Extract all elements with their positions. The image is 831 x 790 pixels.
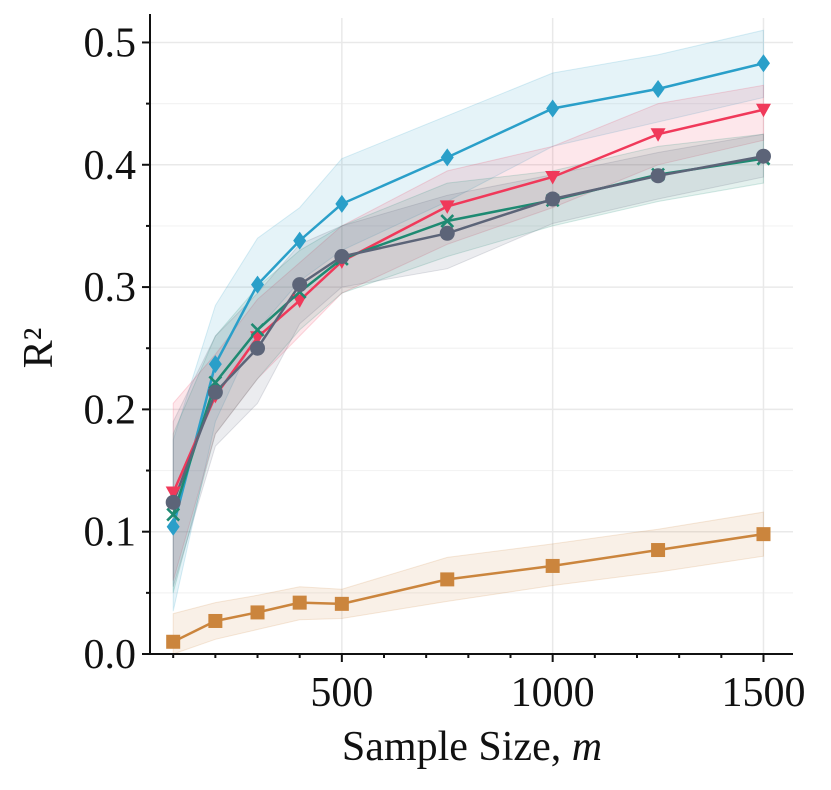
label-layer: Sample Size, m R² 0.0 0.1 0.2 0.3 0.4 0.5 500 1… <box>16 20 805 770</box>
series-4-point <box>166 634 181 649</box>
series-3-point <box>250 340 266 356</box>
series-0-point <box>546 99 560 118</box>
series-3-point <box>292 277 308 293</box>
series-4-band <box>172 511 764 655</box>
series-1-point <box>755 103 771 118</box>
series-0-point <box>208 355 222 374</box>
x-axis-title: Sample Size, m <box>342 724 602 770</box>
series-2-point <box>250 322 265 337</box>
series-3-point <box>334 249 350 264</box>
series-3-point <box>545 191 561 207</box>
series-4-point <box>250 605 265 620</box>
y-tick-label: 0.5 <box>84 20 137 66</box>
marker-layer <box>165 54 771 649</box>
series-0-point <box>440 148 454 167</box>
series-0-point <box>293 231 307 250</box>
series-2-point <box>166 507 181 522</box>
series-0-point <box>166 517 180 536</box>
series-1-band <box>172 84 764 581</box>
series-4-point <box>545 558 560 573</box>
series-2-point <box>440 214 455 228</box>
series-4-point <box>756 527 771 542</box>
y-tick-label: 0.4 <box>84 143 137 189</box>
y-tick-label: 0.1 <box>84 510 137 556</box>
x-tick-label: 1000 <box>511 670 595 716</box>
series-0-point <box>756 54 770 73</box>
series-0-point <box>251 275 265 294</box>
series-3-point <box>650 168 666 184</box>
series-1-point <box>292 294 308 309</box>
series-1-point <box>650 128 666 142</box>
y-axis-title: R² <box>16 328 62 369</box>
x-tick-label: 1500 <box>721 670 805 716</box>
series-3-point <box>165 494 181 510</box>
y-tick-label: 0.2 <box>84 387 137 433</box>
y-tick-label: 0.0 <box>84 632 137 678</box>
series-0-point <box>651 79 665 98</box>
series-1-point <box>545 171 561 185</box>
y-tick-label: 0.3 <box>84 265 137 311</box>
series-1-point <box>439 200 455 214</box>
series-3-point <box>439 225 455 241</box>
series-4-point <box>651 543 666 558</box>
series-2-band <box>172 133 764 593</box>
series-4-point <box>208 613 223 628</box>
x-tick-label: 500 <box>310 670 373 716</box>
series-1-point <box>165 486 181 501</box>
axis-layer <box>142 14 793 662</box>
series-0-point <box>335 194 349 213</box>
series-4-point <box>334 596 349 611</box>
series-3-point <box>207 384 223 400</box>
series-4-point <box>440 572 455 587</box>
series-3-point <box>755 148 771 164</box>
series-4-point <box>292 595 307 610</box>
series-3-band <box>172 133 764 587</box>
